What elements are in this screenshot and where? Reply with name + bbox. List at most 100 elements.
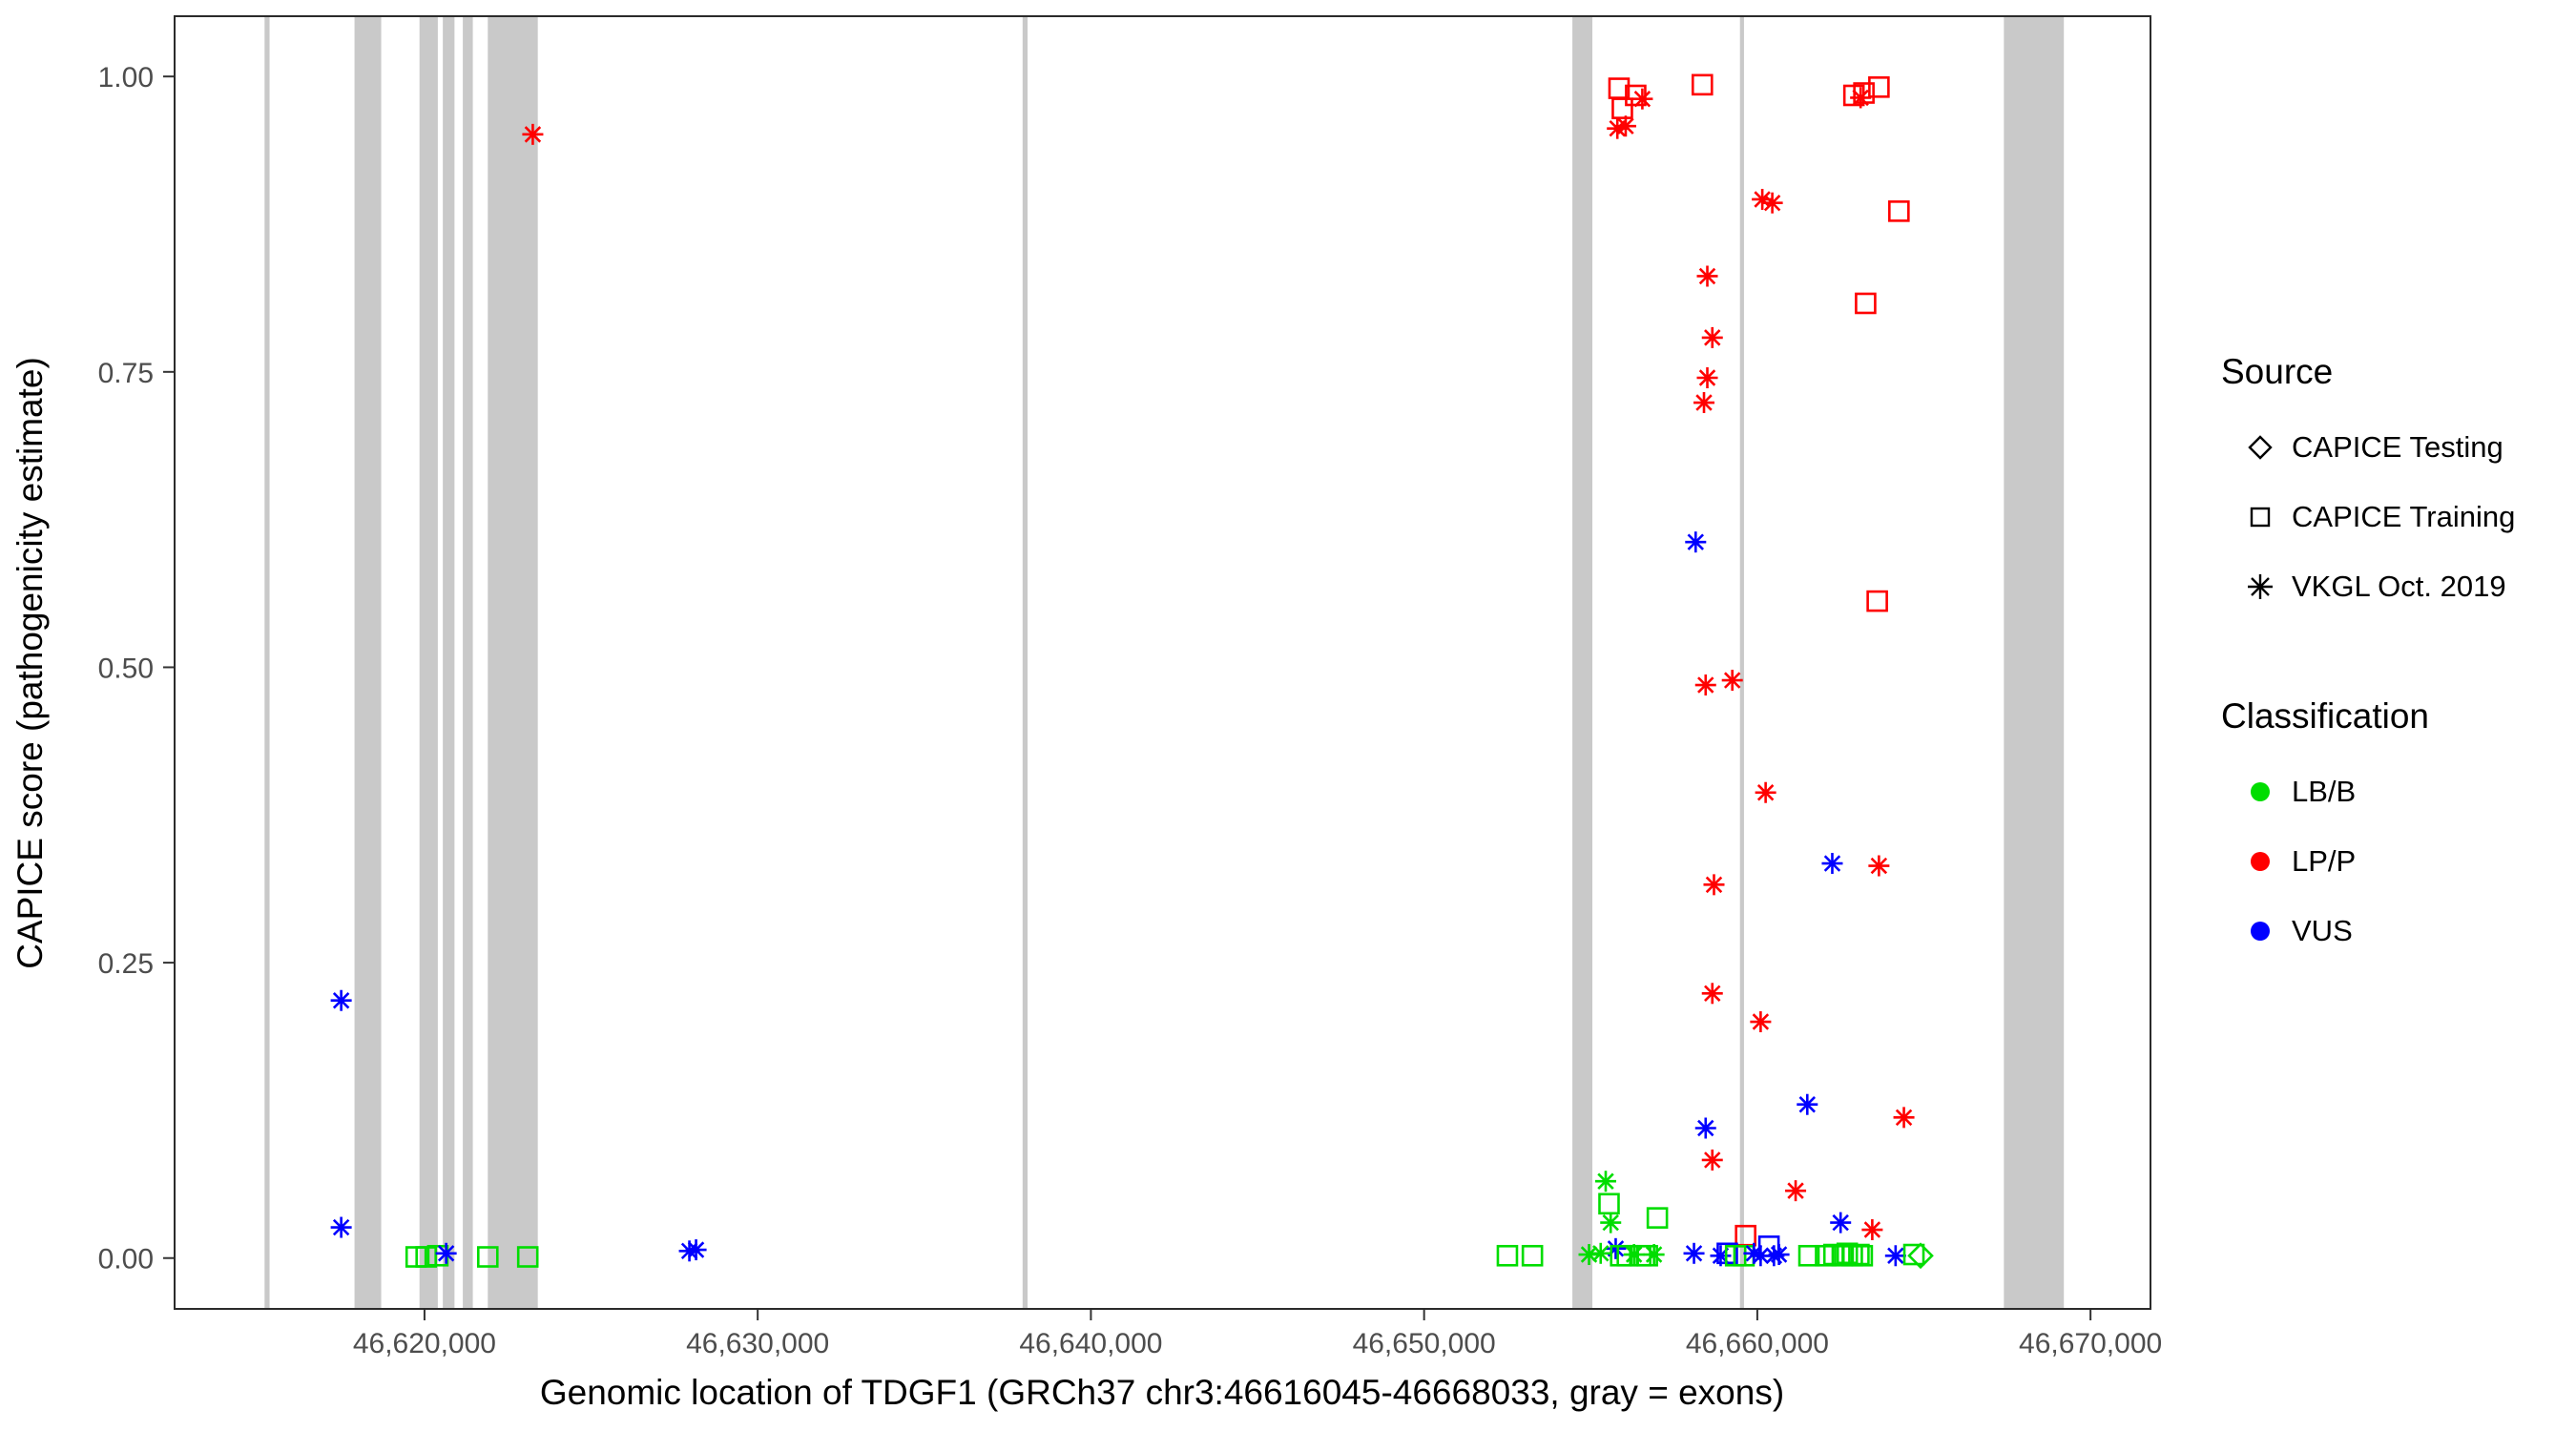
data-point — [1853, 82, 1875, 104]
exon-band — [488, 16, 538, 1309]
data-point — [1643, 1244, 1665, 1266]
y-tick-label: 0.50 — [98, 653, 154, 684]
legend-label: CAPICE Training — [2292, 499, 2516, 533]
y-tick-label: 0.00 — [98, 1244, 154, 1275]
data-point — [330, 1216, 352, 1238]
data-point — [1861, 1219, 1883, 1241]
x-tick-label: 46,670,000 — [2019, 1328, 2162, 1359]
exon-band — [2004, 16, 2065, 1309]
data-point — [1851, 1244, 1874, 1267]
legend-item-capice-testing: CAPICE Testing — [2221, 412, 2565, 482]
data-point — [1701, 983, 1723, 1005]
x-tick-label: 46,650,000 — [1353, 1328, 1496, 1359]
data-point — [1694, 674, 1716, 696]
legend-classification-title: Classification — [2221, 696, 2429, 736]
data-point — [1785, 1180, 1807, 1202]
data-point — [435, 1242, 457, 1264]
data-point — [1691, 73, 1714, 96]
legend-item-lpp: LP/P — [2221, 826, 2565, 896]
data-point — [1902, 1243, 1925, 1266]
exon-band — [419, 16, 438, 1309]
x-tick-label: 46,660,000 — [1686, 1328, 1829, 1359]
data-point — [685, 1239, 707, 1261]
exon-bands-layer — [264, 16, 2065, 1309]
data-point — [1830, 1212, 1852, 1234]
circle-icon — [2251, 851, 2270, 871]
data-point — [476, 1246, 499, 1268]
circle-icon — [2251, 781, 2270, 801]
data-point — [1893, 1107, 1915, 1129]
data-point — [1836, 1242, 1859, 1265]
data-point — [1605, 1237, 1627, 1259]
data-point — [1721, 670, 1743, 692]
data-point — [1868, 855, 1890, 877]
data-point — [1631, 88, 1653, 110]
data-point — [1696, 367, 1718, 389]
data-point — [1703, 874, 1725, 896]
x-tick-label: 46,640,000 — [1019, 1328, 1162, 1359]
data-point — [1797, 1244, 1820, 1267]
data-point — [1821, 853, 1843, 875]
exon-band — [1572, 16, 1593, 1309]
data-point — [415, 1246, 437, 1268]
data-point — [1693, 392, 1715, 414]
data-point — [1496, 1244, 1519, 1267]
legend-source-title: Source — [2221, 352, 2334, 391]
square-icon — [2250, 507, 2271, 527]
data-point — [1750, 1011, 1772, 1033]
y-tick-label: 0.75 — [98, 358, 154, 389]
data-point — [1611, 97, 1633, 119]
points-layer — [330, 73, 1934, 1270]
legend-item-lbb: LB/B — [2221, 757, 2565, 826]
legend-item-vkgl: VKGL Oct. 2019 — [2221, 551, 2565, 621]
data-point — [1855, 292, 1877, 315]
legend-label: LP/P — [2292, 843, 2357, 878]
exon-band — [354, 16, 382, 1309]
legend-label: LB/B — [2292, 774, 2357, 808]
data-point — [1761, 192, 1783, 214]
legend-label: VUS — [2292, 913, 2353, 947]
legend-item-vus: VUS — [2221, 896, 2565, 965]
data-point — [1694, 1117, 1716, 1139]
y-tick-label: 1.00 — [98, 62, 154, 93]
exon-band — [1022, 16, 1028, 1309]
data-point — [1600, 1212, 1622, 1234]
x-tick-label: 46,630,000 — [686, 1328, 829, 1359]
data-point — [1589, 1242, 1611, 1264]
data-point — [1598, 1192, 1620, 1215]
data-point — [1768, 1244, 1790, 1266]
data-point — [1868, 76, 1890, 98]
data-point — [330, 989, 352, 1011]
axes-layer: 46,620,000 46,630,000 46,640,000 46,650,000… — [98, 15, 2162, 1359]
x-tick-label: 46,620,000 — [353, 1328, 496, 1359]
data-point — [1866, 590, 1888, 612]
panel-border — [174, 15, 2151, 1310]
data-point — [516, 1246, 539, 1268]
y-axis-title: CAPICE score (pathogenicity estimate) — [10, 357, 50, 969]
data-point — [1888, 200, 1910, 222]
data-point — [1797, 1093, 1818, 1115]
data-point — [1685, 531, 1707, 553]
data-point — [1683, 1242, 1705, 1264]
data-point — [1696, 265, 1718, 287]
legend-item-capice-training: CAPICE Training — [2221, 482, 2565, 551]
exon-band — [463, 16, 473, 1309]
data-point — [1594, 1171, 1616, 1192]
legend-source: Source CAPICE Testing CAPICE Training — [2221, 351, 2565, 621]
legend-label: CAPICE Testing — [2292, 429, 2503, 464]
data-point — [1701, 1149, 1723, 1171]
circle-icon — [2251, 921, 2270, 941]
y-tick-label: 0.25 — [98, 948, 154, 980]
diamond-icon — [2248, 434, 2273, 460]
exon-band — [264, 16, 270, 1309]
legend-classification: Classification LB/B LP/P VUS — [2221, 695, 2565, 965]
exon-band — [443, 16, 455, 1309]
data-point — [1884, 1245, 1906, 1267]
legend-label: VKGL Oct. 2019 — [2292, 569, 2506, 603]
data-point — [1907, 1242, 1934, 1270]
data-point — [1735, 1224, 1756, 1247]
legend: Source CAPICE Testing CAPICE Training — [2221, 351, 2565, 965]
data-point — [522, 123, 544, 145]
